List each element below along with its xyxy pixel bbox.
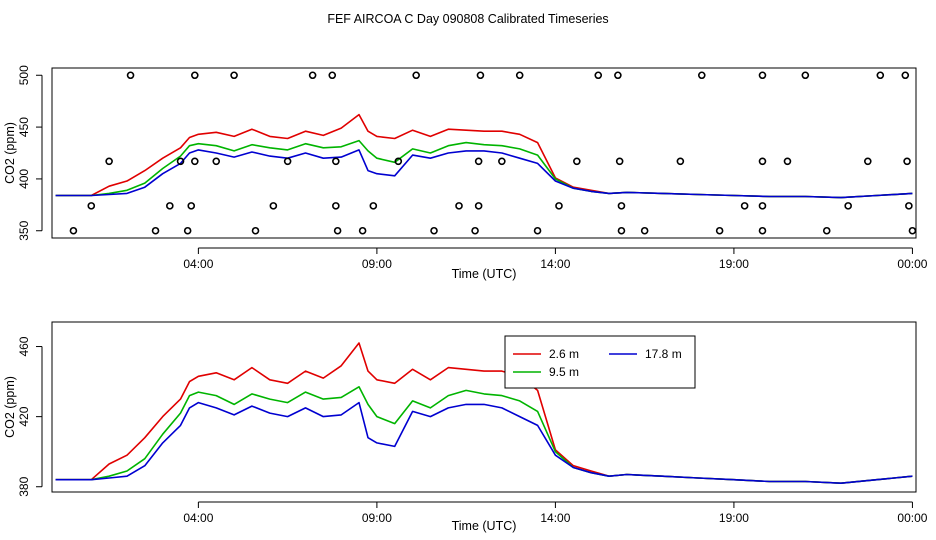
scatter-point: [269, 202, 278, 210]
scatter-point: [905, 202, 913, 210]
scatter-point: [183, 226, 192, 235]
series-line-1-2: [55, 139, 913, 199]
figure-title: FEF AIRCOA C Day 090808 Calibrated Times…: [327, 12, 608, 26]
scatter-point: [412, 71, 420, 80]
x-tick-label: 09:00: [362, 511, 392, 525]
x-tick-label: 09:00: [362, 257, 392, 271]
scatter-point: [573, 157, 581, 166]
scatter-point: [251, 226, 260, 235]
scatter-point: [394, 157, 403, 166]
scatter-point: [676, 157, 685, 166]
plot-frame-1: [51, 67, 917, 239]
scatter-point: [332, 202, 340, 210]
y-tick-label: 350: [17, 220, 31, 240]
scatter-point: [474, 157, 483, 166]
scatter-point: [758, 226, 767, 235]
series-line-2-2: [55, 385, 913, 485]
series-line-1-1: [55, 113, 913, 199]
scatter-point: [283, 157, 292, 166]
scatter-point: [758, 157, 767, 166]
series-line-2-3: [55, 401, 913, 485]
scatter-point: [515, 71, 524, 80]
y-tick-label: 500: [17, 65, 31, 85]
x-axis-label-1: Time (UTC): [452, 267, 517, 281]
scatter-point: [126, 71, 135, 80]
scatter-point: [474, 202, 483, 210]
scatter-point: [455, 202, 463, 210]
scatter-point: [166, 202, 174, 210]
x-tick-label: 00:00: [897, 511, 927, 525]
scatter-point: [187, 202, 196, 210]
series-line-2-1: [55, 342, 913, 485]
scatter-point: [864, 157, 872, 166]
scatter-point: [617, 202, 626, 210]
scatter-point: [471, 226, 479, 235]
x-tick-label: 04:00: [183, 511, 213, 525]
y-tick-label: 400: [17, 169, 31, 189]
y-axis-label-1: CO2 (ppm): [3, 122, 17, 184]
plot-frame-2: [51, 321, 917, 493]
scatter-point: [230, 71, 238, 80]
scatter-point: [87, 202, 96, 210]
scatter-point: [614, 71, 622, 80]
scatter-point: [555, 202, 563, 210]
y-axis-label-2: CO2 (ppm): [3, 376, 17, 438]
scatter-point: [358, 226, 367, 235]
legend-label-3: 17.8 m: [645, 347, 682, 361]
y-tick-label: 380: [17, 476, 31, 496]
scatter-point: [697, 71, 706, 80]
scatter-point: [615, 157, 624, 166]
x-tick-label: 19:00: [719, 257, 749, 271]
scatter-point: [758, 202, 767, 210]
y-tick-label: 460: [17, 336, 31, 356]
scatter-point: [212, 157, 221, 166]
scatter-point: [715, 226, 724, 235]
x-tick-label: 19:00: [719, 511, 749, 525]
scatter-point: [332, 157, 340, 166]
scatter-point: [191, 157, 199, 166]
legend-label-2: 9.5 m: [549, 365, 579, 379]
scatter-point: [801, 71, 810, 80]
scatter-point: [758, 71, 767, 80]
legend-box: [504, 335, 696, 389]
scatter-point: [328, 71, 337, 80]
x-tick-label: 14:00: [540, 257, 570, 271]
scatter-point: [151, 226, 160, 235]
scatter-point: [105, 157, 113, 166]
scatter-point: [533, 226, 542, 235]
x-tick-label: 00:00: [897, 257, 927, 271]
scatter-point: [876, 71, 885, 80]
scatter-point: [369, 202, 378, 210]
scatter-point: [844, 202, 852, 210]
scatter-point: [476, 71, 485, 80]
scatter-point: [740, 202, 749, 210]
scatter-point: [308, 71, 317, 80]
scatter-point: [176, 157, 185, 166]
legend-label-1: 2.6 m: [549, 347, 579, 361]
scatter-point: [901, 71, 910, 80]
scatter-point: [617, 226, 626, 235]
scatter-point: [908, 226, 917, 235]
scatter-point: [640, 226, 649, 235]
scatter-point: [822, 226, 831, 235]
y-tick-label: 450: [17, 117, 31, 137]
scatter-point: [594, 71, 603, 80]
scatter-point: [333, 226, 342, 235]
scatter-point: [498, 157, 506, 166]
scatter-point: [191, 71, 199, 80]
y-tick-label: 420: [17, 406, 31, 426]
scatter-point: [783, 157, 792, 166]
scatter-point: [430, 226, 438, 235]
scatter-point: [69, 226, 78, 235]
x-tick-label: 14:00: [540, 511, 570, 525]
x-tick-label: 04:00: [183, 257, 213, 271]
x-axis-label-2: Time (UTC): [452, 519, 517, 533]
scatter-point: [903, 157, 911, 166]
series-line-1-3: [55, 149, 913, 199]
